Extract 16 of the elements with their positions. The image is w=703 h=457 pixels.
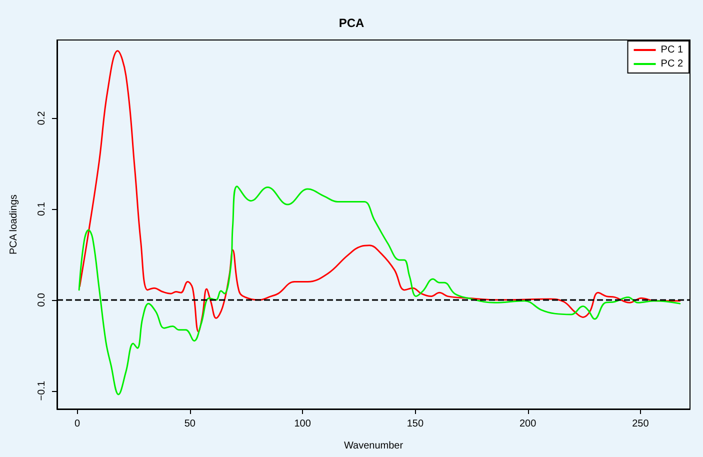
y-tick-label: 0.0 xyxy=(36,292,48,307)
x-tick-label: 100 xyxy=(294,418,312,430)
x-axis-title: Wavenumber xyxy=(344,440,404,452)
x-tick-label: 200 xyxy=(519,418,537,430)
y-axis-title: PCA loadings xyxy=(8,194,20,255)
line-series xyxy=(78,186,681,396)
legend-label: PC 1 xyxy=(660,44,684,56)
x-tick-label: 150 xyxy=(406,418,424,430)
y-tick-label: 0.1 xyxy=(36,202,48,216)
y-tick-label: 0.2 xyxy=(36,110,48,126)
legend-label: PC 2 xyxy=(660,58,684,70)
y-tick-label: −0.1 xyxy=(36,380,48,401)
x-tick-label: 50 xyxy=(184,418,196,430)
x-tick-label: 0 xyxy=(74,418,80,430)
x-tick-label: 250 xyxy=(632,418,650,430)
chart-title: PCA xyxy=(338,16,364,30)
